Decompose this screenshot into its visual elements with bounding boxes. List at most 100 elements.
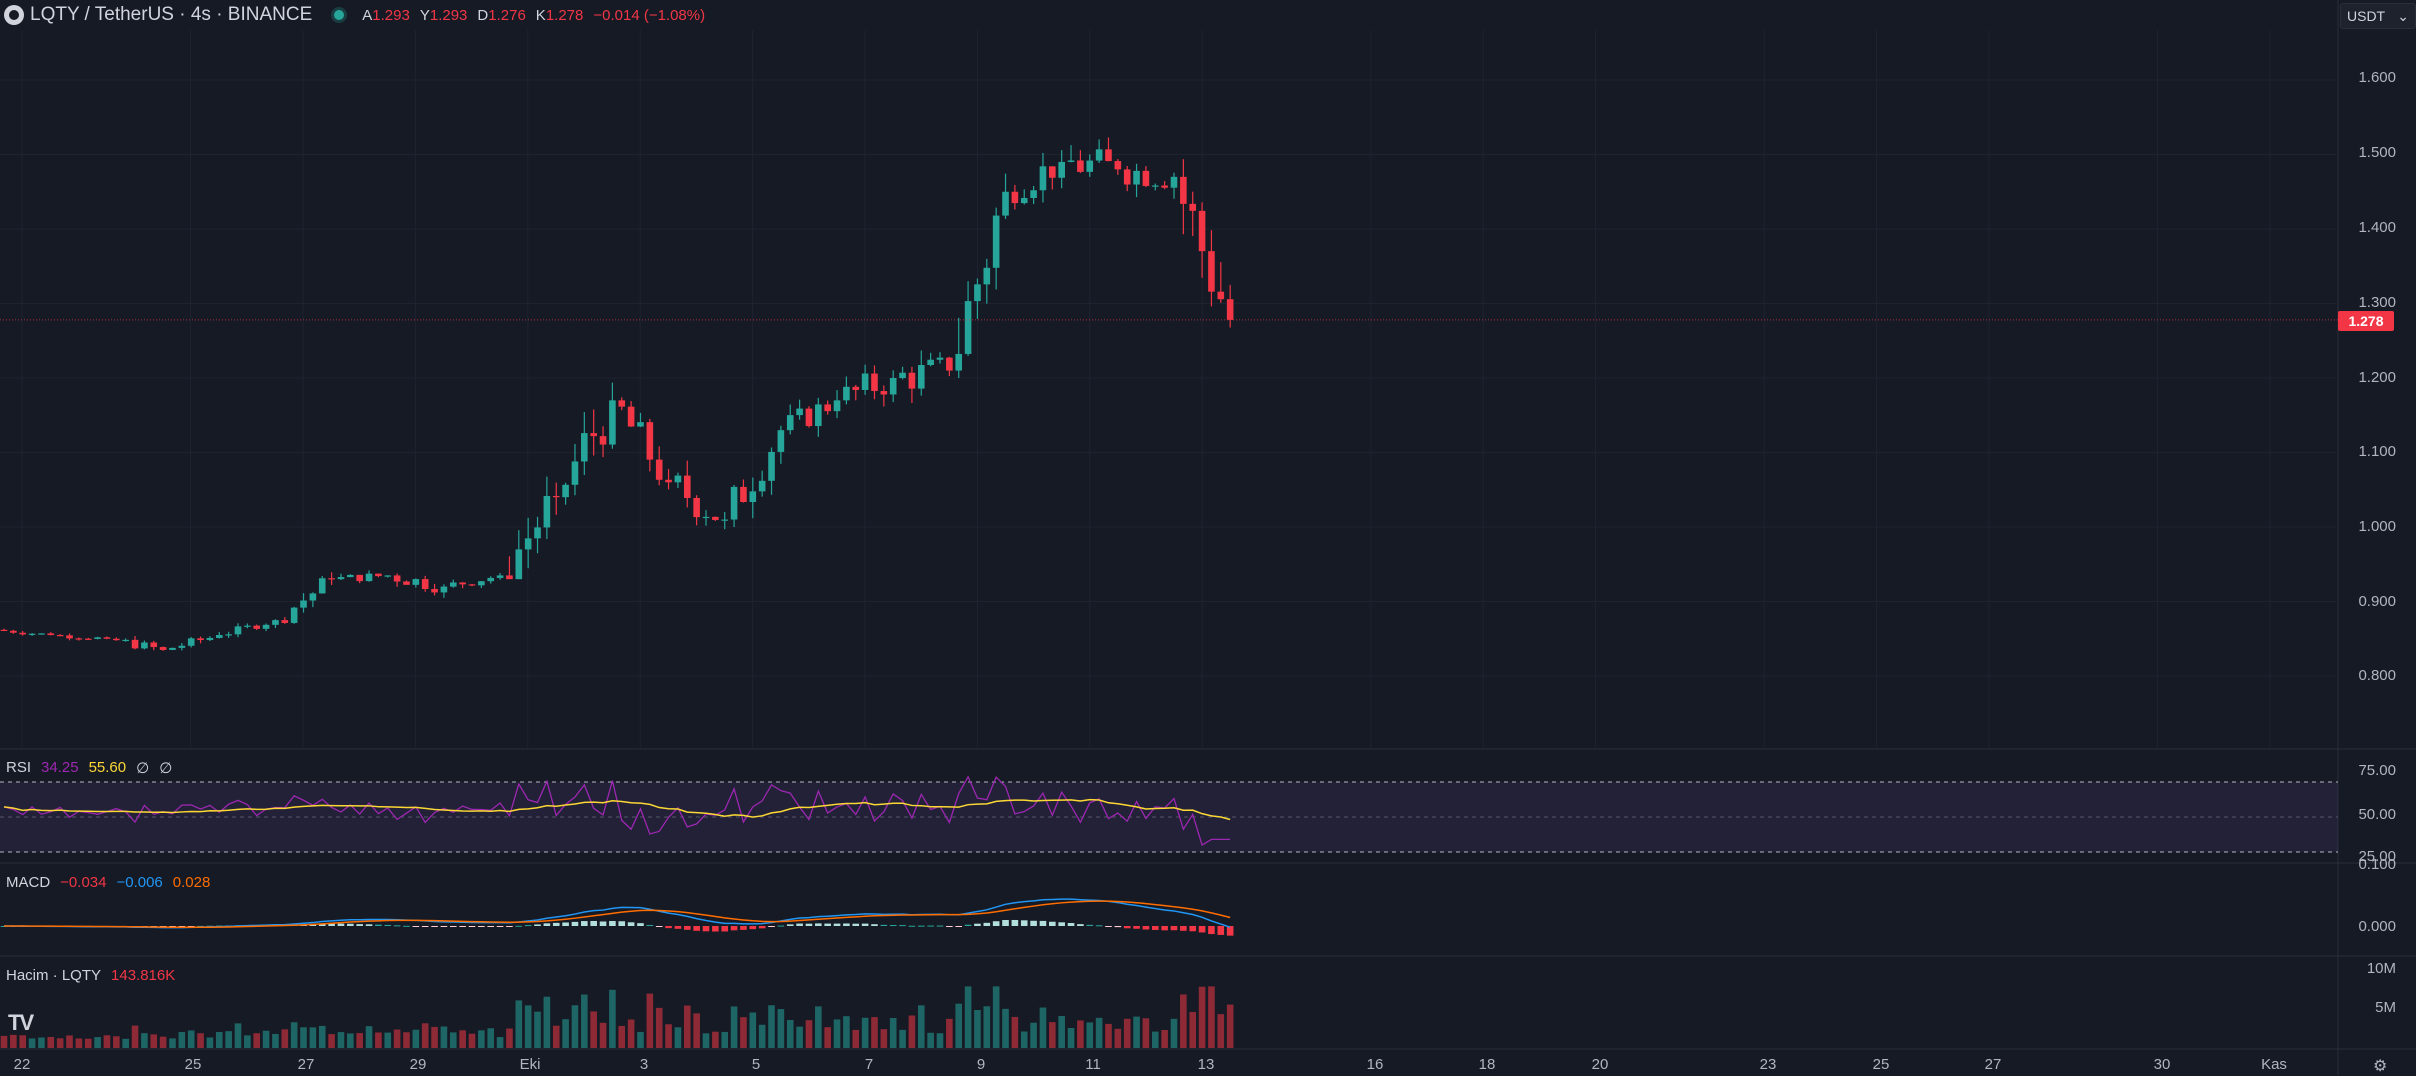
price-tick: 1.400 xyxy=(2358,219,2396,236)
candle-body xyxy=(290,607,298,623)
volume-bar xyxy=(824,1027,831,1048)
candle-body xyxy=(131,639,139,649)
candle-body xyxy=(384,575,392,577)
candle-body xyxy=(889,378,897,395)
volume-bar xyxy=(665,1024,672,1048)
volume-bar xyxy=(749,1012,757,1048)
symbol-title[interactable]: LQTY / TetherUS · 4s · BINANCE xyxy=(30,4,313,25)
candle-body xyxy=(272,620,279,625)
time-tick: Kas xyxy=(2261,1056,2287,1073)
candle-body xyxy=(403,581,410,585)
macd-histogram-bar xyxy=(1011,919,1019,926)
time-tick: 9 xyxy=(976,1056,986,1073)
macd-histogram-bar xyxy=(571,921,579,926)
volume-bar xyxy=(206,1037,214,1048)
time-tick: 22 xyxy=(13,1056,31,1073)
rsi-tick: 75.00 xyxy=(2358,762,2396,779)
candle-body xyxy=(47,633,55,636)
macd-histogram-bar xyxy=(318,923,326,926)
volume-bar xyxy=(412,1029,420,1048)
candle-body xyxy=(300,600,307,608)
macd-histogram-bar xyxy=(412,926,420,927)
volume-bar xyxy=(197,1033,204,1048)
volume-bar xyxy=(768,1005,775,1048)
volume-bar xyxy=(609,989,616,1048)
candle-body xyxy=(1020,197,1028,204)
volume-bar xyxy=(655,1007,663,1048)
candle-body xyxy=(187,638,195,646)
volume-tick: 5M xyxy=(2375,999,2396,1016)
macd-histogram-bar xyxy=(815,923,822,926)
macd-histogram-bar xyxy=(515,925,523,927)
macd-histogram-bar xyxy=(1049,921,1056,926)
volume-bar xyxy=(215,1032,223,1048)
macd-histogram-bar xyxy=(534,924,541,926)
candle-body xyxy=(992,215,1000,268)
macd-histogram-bar xyxy=(1114,926,1122,928)
price-tick: 1.000 xyxy=(2358,518,2396,535)
volume-bar xyxy=(244,1035,251,1048)
volume-bar xyxy=(300,1027,307,1048)
candle-body xyxy=(534,527,541,539)
volume-bar xyxy=(347,1033,354,1048)
time-tick: 13 xyxy=(1197,1056,1215,1073)
candle-body xyxy=(169,647,176,650)
time-tick: 27 xyxy=(1984,1056,2002,1073)
volume-bar xyxy=(84,1038,92,1048)
volume-bar xyxy=(974,1010,981,1048)
volume-bar xyxy=(356,1033,363,1048)
volume-bar xyxy=(1226,1004,1234,1048)
candle-body xyxy=(1105,149,1112,162)
candle-body xyxy=(431,588,438,593)
candle-body xyxy=(1095,149,1103,161)
candle-body xyxy=(56,635,64,637)
tradingview-logo-icon[interactable]: TV xyxy=(8,1010,34,1035)
candle-body xyxy=(758,480,766,492)
volume-bar xyxy=(496,1037,504,1048)
candle-body xyxy=(1170,176,1178,188)
volume-title[interactable]: Hacim · LQTY xyxy=(6,967,102,984)
ohlc-low-key: D xyxy=(477,6,489,24)
candle-body xyxy=(946,357,953,371)
time-tick: 30 xyxy=(2153,1056,2171,1073)
volume-bar xyxy=(646,993,654,1048)
macd-histogram-bar xyxy=(1142,926,1150,930)
settings-icon[interactable]: ⚙ xyxy=(2373,1058,2388,1075)
rsi-band-lower-value: ∅ xyxy=(159,760,173,777)
candle-body xyxy=(421,579,429,589)
macd-title[interactable]: MACD xyxy=(6,874,51,891)
volume-bar xyxy=(599,1022,607,1048)
macd-histogram-bar xyxy=(861,923,869,926)
currency-select[interactable]: USDT ⌄ xyxy=(2340,3,2416,29)
candle-body xyxy=(1123,169,1131,185)
volume-bar xyxy=(618,1025,626,1048)
candle-body xyxy=(459,582,466,585)
macd-histogram-bar xyxy=(693,926,700,931)
rsi-title[interactable]: RSI xyxy=(6,759,32,776)
candle-body xyxy=(861,373,869,391)
volume-bar xyxy=(403,1032,410,1048)
candle-body xyxy=(478,581,485,586)
volume-bar xyxy=(309,1027,317,1048)
volume-bar xyxy=(440,1026,448,1048)
macd-histogram-bar xyxy=(1217,926,1225,935)
macd-histogram-bar xyxy=(740,926,747,930)
volume-bar xyxy=(1105,1023,1112,1048)
macd-histogram-bar xyxy=(328,923,335,926)
macd-histogram-bar xyxy=(590,920,597,926)
candle-body xyxy=(543,496,551,528)
volume-bar xyxy=(103,1035,111,1048)
macd-histogram-bar xyxy=(824,923,831,926)
volume-bar xyxy=(871,1017,878,1048)
chart-header: LQTY / TetherUS · 4s · BINANCE A1.293 Y1… xyxy=(4,2,705,28)
volume-bar xyxy=(94,1037,101,1048)
candle-body xyxy=(655,459,663,480)
candle-body xyxy=(908,372,916,389)
volume-bar xyxy=(487,1028,495,1048)
candle-body xyxy=(1151,185,1159,187)
chevron-down-icon: ⌄ xyxy=(2397,7,2409,24)
candle-body xyxy=(618,400,626,407)
volume-bar xyxy=(281,1029,289,1048)
